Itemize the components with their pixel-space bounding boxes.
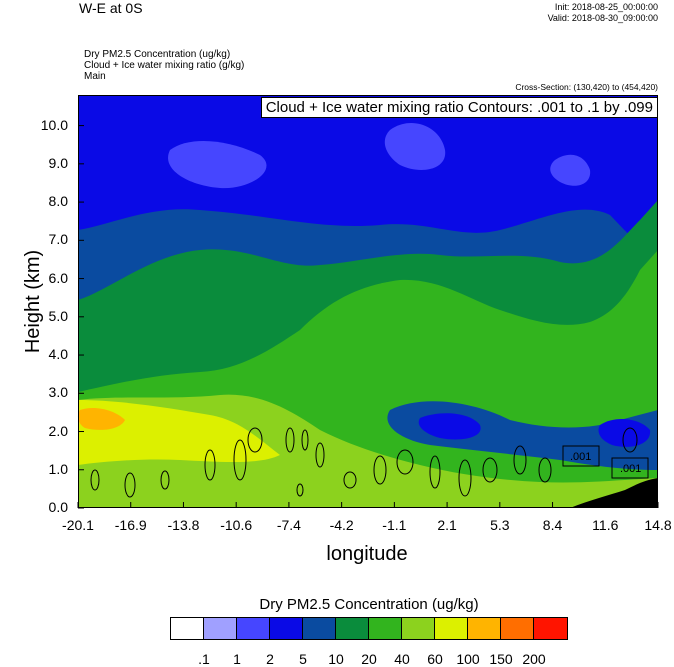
colorbar-swatch: [336, 618, 369, 639]
x-tick-label: -16.9: [114, 517, 147, 533]
level-2-patch: [384, 122, 446, 170]
x-axis-label: longitude: [326, 543, 408, 565]
colorbar-swatch: [468, 618, 501, 639]
level-100-region: [78, 400, 280, 465]
y-tick-label: 2.0: [48, 422, 68, 439]
contour-label-box: [562, 445, 600, 467]
colorbar-label: 2: [266, 651, 274, 667]
colorbar-swatch: [435, 618, 468, 639]
colorbar-swatch: [204, 618, 237, 639]
x-tick-label: -1.1: [382, 517, 407, 533]
x-tick-label: -7.4: [276, 517, 301, 533]
level-150-region: [77, 408, 125, 430]
field-label-pm25: Dry PM2.5 Concentration (ug/kg): [84, 49, 231, 60]
colorbar-swatch: [303, 618, 336, 639]
contour-info-label: Cloud + Ice water mixing ratio Contours:…: [260, 97, 658, 118]
x-tick-label: -13.8: [167, 517, 200, 533]
colorbar-swatch: [501, 618, 534, 639]
x-tick-label: 2.1: [437, 517, 457, 533]
terrain: [570, 478, 658, 508]
field-label-main: Main: [84, 71, 106, 82]
contour-value-label: .001: [570, 451, 591, 463]
colorbar-label: 150: [489, 651, 513, 667]
plot-title: W-E at 0S: [79, 0, 143, 16]
colorbar-title: Dry PM2.5 Concentration (ug/kg): [259, 596, 479, 613]
colorbar-swatch: [237, 618, 270, 639]
colorbar: [170, 617, 568, 640]
x-tick-label: -10.6: [220, 517, 253, 533]
colorbar-swatch: [369, 618, 402, 639]
init-time: Init: 2018-08-25_00:00:00: [554, 2, 658, 12]
concentration-field: .001 .001: [77, 95, 658, 508]
valid-time: Valid: 2018-08-30_09:00:00: [547, 13, 658, 23]
colorbar-label: .1: [198, 651, 210, 667]
cloud-contours: [90, 427, 638, 498]
level-2-patch: [168, 140, 267, 189]
y-tick-label: 4.0: [48, 346, 68, 363]
y-tick-label: 3.0: [48, 384, 68, 401]
cross-section-label: Cross-Section: (130,420) to (454,420): [515, 82, 658, 92]
field-label-cloud: Cloud + Ice water mixing ratio (g/kg): [84, 60, 245, 71]
colorbar-label: 40: [394, 651, 410, 667]
colorbar-label: 100: [456, 651, 480, 667]
y-tick-label: 5.0: [48, 307, 68, 324]
colorbar-swatch: [270, 618, 303, 639]
colorbar-label: 5: [299, 651, 307, 667]
colorbar-label: 10: [328, 651, 344, 667]
level-5-region: [78, 95, 658, 250]
colorbar-label: 20: [361, 651, 377, 667]
colorbar-swatch: [534, 618, 567, 639]
y-tick-label: 10.0: [40, 116, 68, 133]
contour-value-label: .001: [620, 463, 641, 475]
colorbar-swatch: [171, 618, 204, 639]
colorbar-label: 200: [522, 651, 546, 667]
x-tick-label: -4.2: [329, 517, 354, 533]
x-tick-label: -20.1: [62, 517, 94, 533]
x-tick-label: 5.3: [490, 517, 510, 533]
colorbar-swatch: [402, 618, 435, 639]
level-5-intrusion: [418, 413, 481, 440]
x-tick-label: 14.8: [644, 517, 672, 533]
colorbar-label: 60: [427, 651, 443, 667]
y-tick-label: 8.0: [48, 193, 68, 210]
x-tick-label: 11.6: [592, 517, 619, 533]
y-tick-label: 1.0: [48, 460, 68, 477]
y-tick-label: 7.0: [48, 231, 68, 248]
y-tick-label: 6.0: [48, 269, 68, 286]
level-2-patch: [550, 154, 591, 186]
y-axis-label: Height (km): [22, 249, 45, 354]
y-tick-label: 0.0: [48, 499, 68, 515]
y-tick-label: 9.0: [48, 154, 68, 171]
x-tick-label: 8.4: [542, 517, 563, 533]
colorbar-label: 1: [233, 651, 241, 667]
contour-label-box: [611, 457, 649, 479]
